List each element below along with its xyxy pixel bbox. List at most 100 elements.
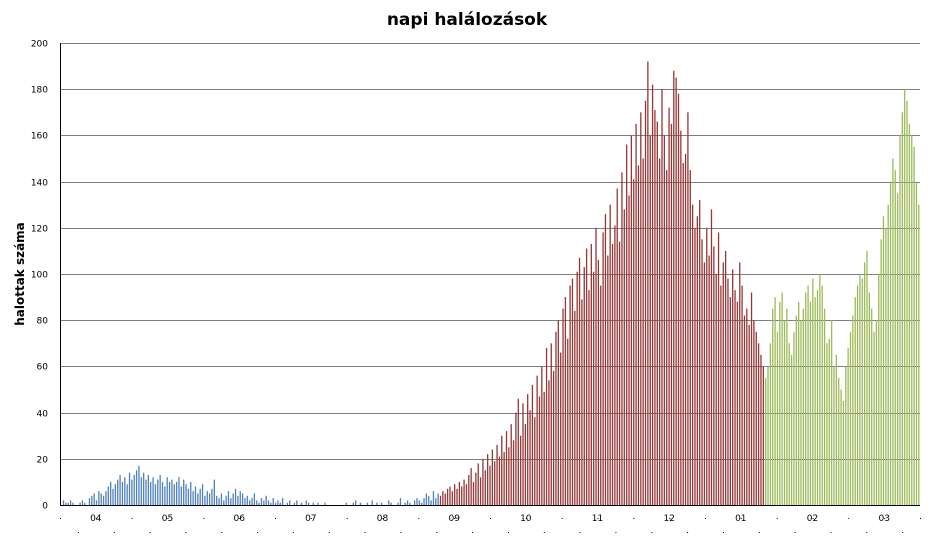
bar <box>816 290 819 505</box>
bar <box>798 301 800 505</box>
y-tick-label: 40 <box>37 410 49 420</box>
bar <box>168 481 171 505</box>
bar <box>317 502 319 505</box>
gridlines <box>60 43 920 460</box>
x-minor-tick <box>597 518 599 519</box>
bar <box>171 479 173 505</box>
bar <box>878 274 880 505</box>
bar <box>779 301 781 505</box>
x-minor-tick <box>669 518 671 519</box>
bar <box>906 100 908 505</box>
bar <box>722 262 724 505</box>
bar <box>659 158 661 505</box>
bar <box>609 204 611 505</box>
bar <box>590 243 592 505</box>
bar <box>691 204 694 505</box>
bar <box>541 366 543 505</box>
x-minor-tick <box>830 532 832 533</box>
bar <box>750 292 753 505</box>
bar <box>618 241 621 505</box>
bar <box>788 343 790 505</box>
bar <box>889 181 892 505</box>
bar <box>204 495 206 505</box>
bar <box>380 502 383 505</box>
bar <box>713 246 715 505</box>
bar <box>91 495 93 505</box>
x-minor-tick <box>167 518 169 519</box>
bar <box>732 269 734 505</box>
bar <box>65 502 67 505</box>
bar <box>555 331 557 505</box>
bar <box>178 477 180 505</box>
y-tick-label: 120 <box>31 225 48 235</box>
bar <box>152 477 154 505</box>
bar <box>814 297 816 505</box>
x-minor-tick <box>848 518 850 519</box>
bar <box>187 488 190 505</box>
bar <box>487 454 489 505</box>
bar <box>79 502 81 505</box>
bar <box>661 89 663 505</box>
bar <box>296 500 298 505</box>
bar <box>701 239 703 505</box>
bar <box>430 500 432 505</box>
bar <box>529 410 531 505</box>
x-minor-tick <box>257 532 259 533</box>
bar <box>121 481 124 505</box>
bar <box>388 500 390 505</box>
bar <box>197 493 199 505</box>
bar <box>143 472 145 505</box>
bar <box>421 502 423 505</box>
bar <box>663 135 666 505</box>
bar <box>748 324 750 505</box>
bar <box>185 484 187 505</box>
bar <box>689 170 691 506</box>
bar <box>324 502 326 505</box>
bar <box>578 257 581 505</box>
bar <box>574 310 576 505</box>
bar <box>571 278 574 505</box>
bar <box>524 424 526 505</box>
bar <box>840 389 842 505</box>
x-minor-tick <box>400 532 402 533</box>
bar <box>717 232 720 506</box>
bar <box>805 292 807 505</box>
bar <box>534 417 536 505</box>
bar <box>892 158 894 505</box>
x-minor-tick <box>705 518 706 519</box>
x-minor-tick <box>95 518 97 519</box>
bar <box>131 479 133 505</box>
bar <box>472 481 475 505</box>
x-minor-tick <box>776 518 778 519</box>
bar <box>114 484 117 505</box>
bar <box>795 315 797 505</box>
bar <box>602 232 604 506</box>
bar <box>190 481 192 505</box>
bar <box>859 274 861 505</box>
bar <box>597 260 600 505</box>
bar <box>62 500 65 505</box>
bar <box>677 93 680 505</box>
bar <box>640 112 642 506</box>
bar <box>873 331 875 505</box>
x-minor-tick <box>651 532 653 533</box>
bar <box>376 502 378 505</box>
bar <box>769 343 772 505</box>
bar <box>307 502 310 505</box>
bar <box>508 447 510 505</box>
bar <box>819 274 821 505</box>
y-tick-label: 0 <box>42 502 48 512</box>
bar <box>173 484 175 505</box>
bar <box>451 491 453 505</box>
bar <box>223 500 225 505</box>
bar <box>828 338 830 505</box>
bar <box>519 435 522 505</box>
bar <box>765 377 767 505</box>
bar <box>894 170 896 506</box>
x-minor-tick <box>794 532 796 533</box>
y-tick-label: 60 <box>37 363 49 373</box>
bar <box>157 479 159 505</box>
bar <box>140 477 142 505</box>
bar <box>826 343 828 505</box>
